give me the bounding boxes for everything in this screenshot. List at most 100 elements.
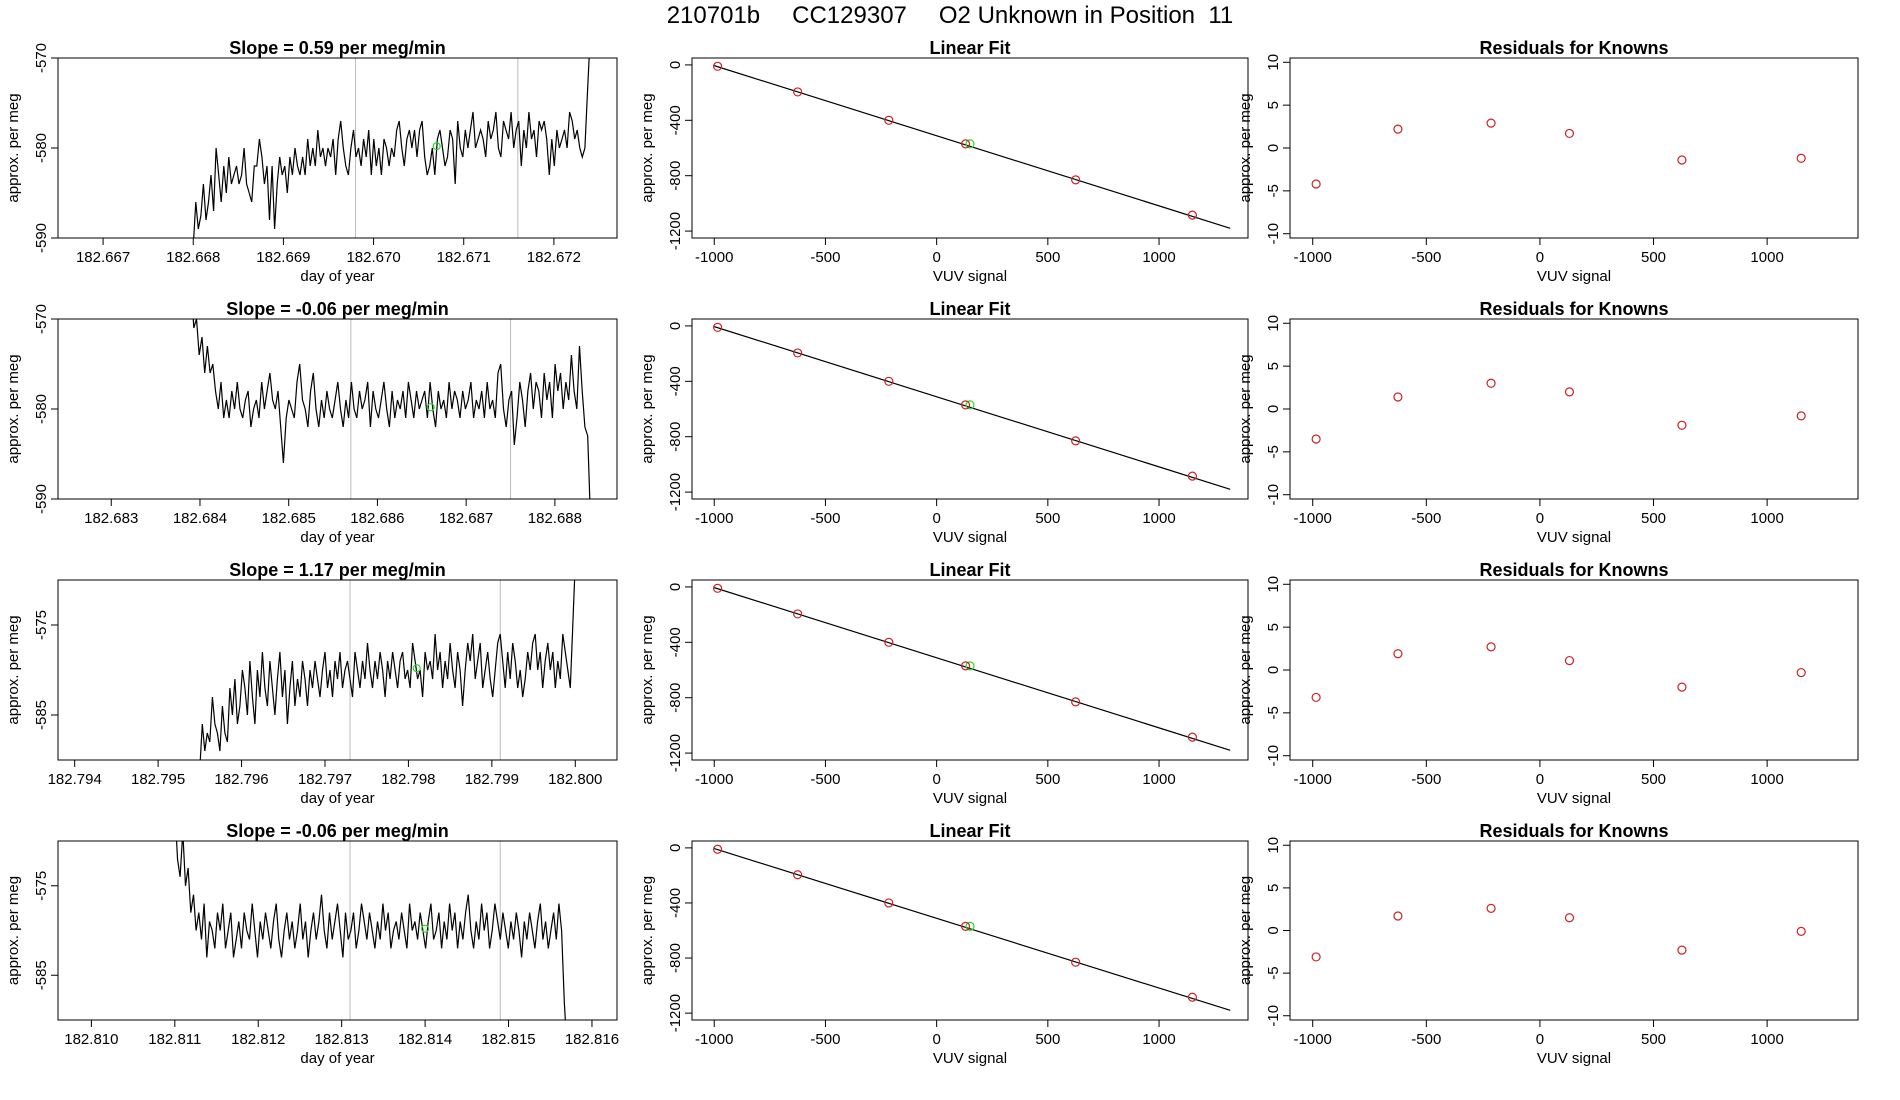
panel-timeseries-3: Slope = 1.17 per meg/min 182.794 182.795 18… <box>5 560 618 807</box>
x-tick-label: 0 <box>1536 1031 1544 1048</box>
y-tick-label: -400 <box>667 105 684 135</box>
x-tick-label: 182.667 <box>76 249 130 266</box>
plot-data <box>199 580 576 760</box>
plot-data <box>1311 118 1806 189</box>
y-tick-label: -5 <box>1265 445 1282 458</box>
y-tick-label: -5 <box>1265 184 1282 197</box>
x-tick-label: 182.672 <box>527 249 581 266</box>
x-tick-label: 182.796 <box>214 771 268 788</box>
x-axis-label: VUV signal <box>1537 1050 1611 1067</box>
y-tick-label: -1200 <box>667 212 684 250</box>
y-axis-label: approx. per meg <box>639 354 656 463</box>
y-tick-label: 10 <box>1265 315 1282 332</box>
y-tick-label: -1200 <box>667 734 684 772</box>
plot-frame <box>1289 57 1859 239</box>
known-point <box>1393 124 1403 134</box>
x-tick-label: 0 <box>932 510 940 527</box>
panel-residuals-4: Residuals for Knowns -1000 -500 0 500 1000 -10… <box>1237 821 1859 1067</box>
y-axis-label: approx. per meg <box>1237 93 1254 202</box>
x-tick-label: 182.668 <box>166 249 220 266</box>
unknown-point <box>965 921 975 931</box>
y-tick-label: -590 <box>33 223 50 253</box>
known-point <box>960 400 971 410</box>
x-tick-label: 182.686 <box>350 510 404 527</box>
y-tick-label: 0 <box>667 583 684 591</box>
x-tick-label: 182.810 <box>64 1031 118 1048</box>
y-tick-label: 5 <box>1265 623 1282 631</box>
x-tick-label: -1000 <box>1294 1031 1332 1048</box>
x-tick-label: 182.683 <box>84 510 138 527</box>
x-axis-label: VUV signal <box>933 268 1007 285</box>
x-tick-label: 0 <box>932 249 940 266</box>
x-axis-label: day of year <box>300 1050 374 1067</box>
x-tick-label: 182.684 <box>173 510 227 527</box>
x-tick-label: 0 <box>932 771 940 788</box>
x-tick-label: -1000 <box>1294 249 1332 266</box>
cylinder-id: CC129307 <box>792 2 907 29</box>
panel-title: Linear Fit <box>929 38 1010 58</box>
x-tick-label: 182.811 <box>148 1031 201 1048</box>
known-point <box>1677 682 1687 692</box>
x-tick-label: 0 <box>1536 249 1544 266</box>
x-tick-label: -500 <box>1411 249 1441 266</box>
x-tick-label: 182.800 <box>548 771 602 788</box>
plot-frame <box>691 579 1249 761</box>
panel-title: Linear Fit <box>929 299 1010 319</box>
y-axis-label: approx. per meg <box>5 615 22 724</box>
y-tick-label: -400 <box>667 888 684 918</box>
x-axis-label: day of year <box>300 529 374 546</box>
x-tick-label: 1000 <box>1750 771 1783 788</box>
series-line <box>193 58 590 238</box>
x-tick-label: 1000 <box>1750 510 1783 527</box>
panel-linear-fit-1: Linear Fit -1000 -500 0 500 1000 0 -400 -800 -120… <box>639 38 1249 285</box>
known-point <box>1311 434 1321 444</box>
series-line <box>199 580 576 760</box>
known-point <box>1071 957 1081 967</box>
known-point <box>712 61 723 71</box>
y-tick-label: -800 <box>667 683 684 713</box>
panel-linear-fit-3: Linear Fit -1000 -500 0 500 1000 0 -400 -800 -120… <box>639 560 1249 807</box>
known-point <box>793 609 803 619</box>
known-point <box>1486 903 1496 913</box>
y-tick-label: -1200 <box>667 994 684 1032</box>
x-tick-label: 182.685 <box>262 510 316 527</box>
x-tick-label: -500 <box>810 771 840 788</box>
known-point <box>793 87 803 97</box>
y-tick-label: -10 <box>1265 484 1282 506</box>
known-point <box>1393 649 1403 659</box>
known-point <box>793 348 803 358</box>
known-point <box>1564 387 1575 397</box>
y-tick-label: -5 <box>1265 966 1282 979</box>
x-tick-label: -500 <box>810 249 840 266</box>
y-tick-label: 5 <box>1265 884 1282 892</box>
x-tick-label: 182.794 <box>48 771 102 788</box>
unknown-point <box>965 661 975 671</box>
series-line <box>192 319 591 499</box>
known-point <box>884 898 894 908</box>
panel-title: Slope = -0.06 per meg/min <box>226 821 449 841</box>
unknown-point <box>426 403 435 412</box>
x-tick-label: 182.812 <box>231 1031 285 1048</box>
known-point <box>1311 692 1321 703</box>
y-tick-label: -400 <box>667 627 684 657</box>
x-tick-label: 0 <box>932 1031 940 1048</box>
plot-data <box>1311 642 1806 703</box>
plot-frame <box>57 318 618 500</box>
y-tick-label: 0 <box>1265 405 1282 413</box>
known-point <box>1187 210 1198 220</box>
plot-frame <box>691 840 1249 1021</box>
plot-frame <box>57 57 618 239</box>
y-axis-label: approx. per meg <box>5 93 22 202</box>
y-tick-label: 0 <box>1265 926 1282 934</box>
panel-linear-fit-4: Linear Fit -1000 -500 0 500 1000 0 -400 -800 -120… <box>639 821 1249 1067</box>
x-tick-label: 500 <box>1641 510 1666 527</box>
plot-data <box>712 844 1231 1011</box>
x-axis-label: day of year <box>300 268 374 285</box>
x-tick-label: 1000 <box>1750 1031 1783 1048</box>
y-axis-label: approx. per meg <box>5 876 22 985</box>
x-tick-label: -1000 <box>1294 510 1332 527</box>
x-tick-label: -1000 <box>1294 771 1332 788</box>
x-tick-label: 182.687 <box>439 510 493 527</box>
plot-data <box>1311 378 1806 444</box>
panel-timeseries-2: Slope = -0.06 per meg/min 182.683 182.684 1… <box>5 299 618 546</box>
